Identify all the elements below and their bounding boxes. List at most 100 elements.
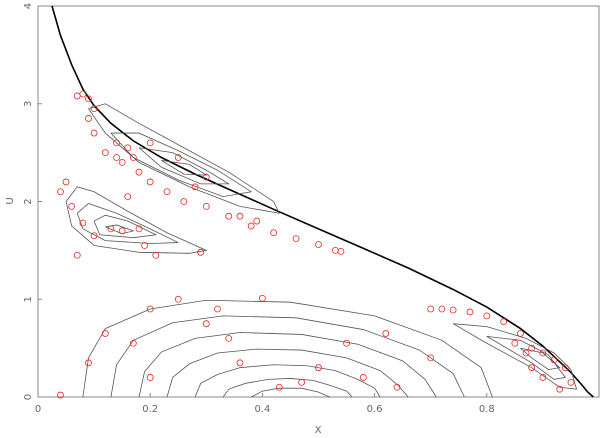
contour-line	[520, 347, 561, 371]
data-point	[152, 251, 160, 259]
data-point	[68, 202, 76, 210]
data-point	[85, 95, 92, 103]
data-point	[141, 242, 148, 249]
data-point	[146, 374, 154, 381]
y-tick-label: 2	[23, 198, 34, 204]
data-point	[292, 235, 300, 243]
data-point	[202, 173, 210, 181]
contour-line	[110, 315, 465, 398]
x-axis-label: X	[315, 425, 322, 436]
data-point	[298, 378, 306, 386]
data-point	[275, 383, 283, 391]
data-point	[202, 202, 210, 210]
data-point	[539, 374, 547, 381]
data-point	[90, 105, 98, 113]
data-point	[500, 318, 508, 326]
data-point	[146, 139, 154, 147]
data-point	[270, 229, 278, 237]
y-tick-label: 3	[23, 101, 34, 107]
data-point	[359, 374, 367, 381]
contour-line	[222, 378, 353, 398]
data-point	[135, 225, 143, 233]
data-point	[225, 212, 233, 220]
data-point	[522, 349, 530, 357]
contour-line	[452, 323, 578, 390]
x-tick-label: 0.4	[254, 404, 270, 415]
contour-line	[250, 387, 330, 398]
data-point	[163, 188, 171, 196]
data-point	[101, 149, 109, 157]
plot-frame	[37, 5, 600, 398]
contour-line	[166, 348, 409, 398]
data-point	[427, 354, 435, 362]
data-point	[62, 178, 70, 186]
data-point	[567, 378, 575, 386]
data-point	[90, 129, 98, 137]
x-tick-label: 0.2	[142, 404, 158, 415]
data-point	[101, 330, 109, 337]
data-point	[561, 364, 569, 372]
data-point	[129, 339, 137, 347]
data-point	[118, 158, 126, 166]
data-point	[129, 154, 137, 161]
contour-line	[486, 335, 567, 380]
data-point	[113, 139, 120, 147]
data-point	[556, 385, 564, 393]
data-point	[427, 305, 435, 313]
data-point	[550, 356, 558, 364]
data-point	[315, 241, 322, 248]
data-point	[124, 144, 132, 152]
data-point	[382, 330, 390, 337]
data-point	[393, 383, 401, 391]
data-point	[197, 248, 205, 256]
data-point	[146, 305, 154, 313]
data-point	[337, 247, 345, 255]
data-point	[517, 330, 524, 337]
data-point	[539, 349, 547, 357]
y-tick-label: 4	[23, 3, 34, 9]
x-tick-label: 0.6	[367, 404, 383, 415]
data-point	[135, 168, 143, 176]
data-point	[79, 90, 87, 98]
x-tick-label: 0.8	[479, 404, 495, 415]
data-point	[236, 212, 244, 220]
data-point	[315, 364, 322, 372]
data-point	[511, 339, 519, 347]
data-point	[247, 222, 255, 230]
data-point	[253, 217, 261, 225]
data-point	[343, 339, 350, 347]
data-point	[90, 232, 98, 240]
data-point	[202, 320, 210, 328]
data-point	[113, 154, 120, 161]
y-tick-label: 0	[23, 394, 34, 400]
contour-line	[138, 147, 231, 185]
data-point	[449, 306, 457, 314]
data-point	[191, 183, 199, 191]
contour-line	[161, 160, 208, 176]
data-point	[107, 225, 115, 233]
contour-line	[76, 203, 179, 244]
data-point	[85, 359, 92, 367]
x-tick-label: 0	[35, 404, 41, 415]
contour-line	[105, 224, 135, 235]
data-point	[528, 364, 536, 372]
data-point	[466, 308, 474, 316]
contour-line	[82, 299, 493, 398]
data-point	[225, 334, 233, 342]
contour-line	[110, 132, 253, 198]
data-point	[214, 305, 221, 313]
data-point	[146, 178, 154, 186]
contour-line	[138, 332, 437, 398]
data-point	[180, 198, 188, 205]
data-point	[57, 391, 64, 399]
data-point	[57, 188, 64, 196]
y-tick-label: 1	[23, 296, 34, 302]
contour-line	[65, 186, 208, 254]
data-point	[483, 312, 491, 320]
data-point	[174, 295, 182, 303]
data-point	[124, 193, 132, 201]
data-point	[438, 305, 446, 313]
data-point	[73, 92, 81, 100]
data-point	[118, 227, 126, 235]
